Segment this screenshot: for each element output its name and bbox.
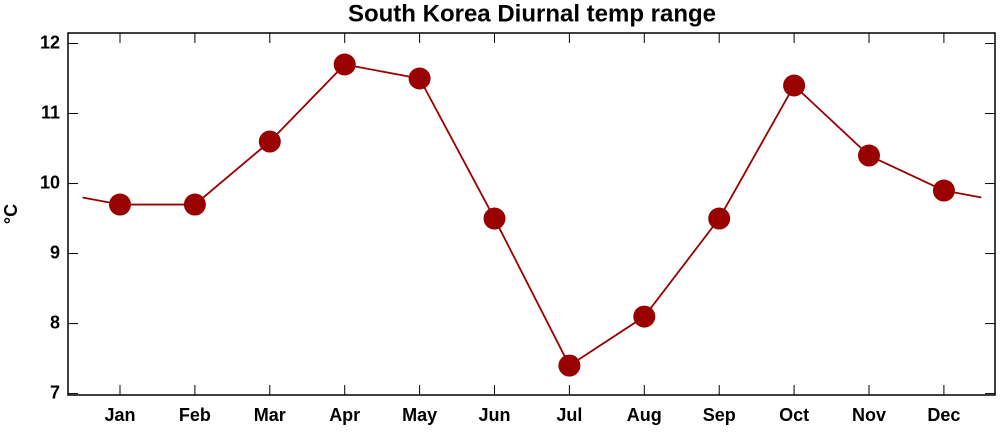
data-point <box>408 67 431 90</box>
chart-title: South Korea Diurnal temp range <box>348 0 716 27</box>
x-tick-label: Jul <box>556 405 582 425</box>
y-tick-label: 7 <box>50 382 60 402</box>
data-point <box>109 193 131 216</box>
y-axis-label: °C <box>1 204 21 224</box>
x-tick-label: Feb <box>179 405 211 425</box>
x-tick-label: Aug <box>627 405 662 425</box>
data-point <box>483 207 506 230</box>
y-tick-label: 11 <box>41 102 60 122</box>
x-tick-label: May <box>402 405 437 425</box>
data-point <box>783 74 806 97</box>
data-line <box>120 63 945 367</box>
y-tick-label: 8 <box>50 312 60 332</box>
data-point <box>932 179 955 202</box>
data-point <box>183 193 206 216</box>
x-tick-label: Apr <box>329 405 360 425</box>
x-tick-label: Oct <box>779 405 809 425</box>
x-tick-label: Dec <box>927 405 960 425</box>
plot-frame <box>67 32 996 396</box>
data-point <box>558 354 581 377</box>
x-tick-label: Jan <box>104 405 135 425</box>
data-point <box>633 305 656 328</box>
data-point <box>333 53 356 76</box>
wrap-line <box>82 189 982 206</box>
data-point <box>858 144 880 167</box>
x-tick-label: Jun <box>478 405 510 425</box>
x-tick-label: Sep <box>703 405 736 425</box>
x-tick-label: Mar <box>254 405 286 425</box>
data-point <box>708 207 731 230</box>
y-tick-label: 9 <box>50 242 60 262</box>
data-point <box>258 130 281 153</box>
y-tick-label: 10 <box>40 172 60 192</box>
y-tick-label: 12 <box>40 32 60 52</box>
x-tick-label: Nov <box>852 405 886 425</box>
